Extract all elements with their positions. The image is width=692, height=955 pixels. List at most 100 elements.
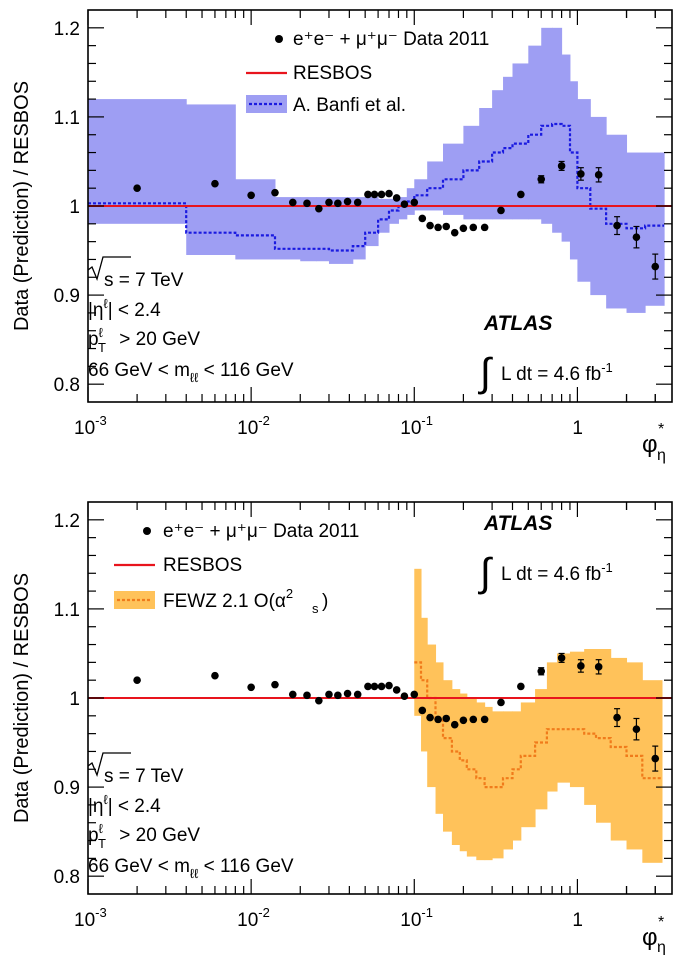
data-point	[392, 686, 401, 694]
band-bin	[520, 702, 536, 828]
data-point	[480, 715, 489, 724]
fewz-uncertainty-band	[414, 568, 663, 863]
data-points	[133, 160, 660, 280]
band-bin	[512, 711, 522, 841]
banfi-central-line	[88, 122, 665, 252]
x-tick-label: 10-1	[400, 413, 433, 439]
atlas-label: ATLAS	[483, 512, 552, 535]
sqrt-s-label: s = 7 TeV	[87, 256, 184, 291]
band-bin	[398, 197, 408, 220]
data-point	[377, 190, 386, 199]
data-point	[334, 199, 342, 208]
data-point	[400, 692, 409, 701]
data-point	[133, 676, 141, 684]
data-point	[364, 190, 372, 199]
y-tick-label: 1	[69, 197, 80, 218]
x-tick-label: 1	[572, 418, 583, 439]
band-bin	[503, 76, 513, 220]
band-bin	[503, 711, 513, 850]
bottom-legend: e⁺e⁻ + μ⁺μ⁻ Data 2011 RESBOS FEWZ 2.1 O(…	[114, 521, 359, 616]
band-bin	[476, 702, 486, 861]
y-tick-label: 1.2	[54, 19, 80, 40]
legend-data-label: e⁺e⁻ + μ⁺μ⁻ Data 2011	[163, 521, 359, 542]
y-axis-title: Data (Prediction) / RESBOS	[11, 81, 33, 331]
data-point	[392, 194, 401, 202]
data-point	[517, 682, 525, 691]
band-bin	[427, 161, 444, 211]
band-bin	[443, 143, 464, 215]
band-bin	[365, 197, 379, 247]
pt-cut-label: pℓ T > 20 GeV	[88, 325, 200, 355]
data-point	[271, 188, 279, 197]
top-legend: e⁺e⁻ + μ⁺μ⁻ Data 2011 RESBOS A. Banfi et…	[246, 29, 489, 116]
data-point	[557, 162, 566, 170]
data-point	[497, 698, 505, 707]
x-tick-label: 10-3	[74, 413, 107, 439]
band-bin	[610, 657, 628, 841]
data-point	[370, 682, 379, 691]
data-point	[271, 680, 279, 689]
pt-cut-label: pℓ T > 20 GeV	[88, 821, 200, 851]
legend-resbos-label: RESBOS	[163, 555, 242, 576]
legend-data-marker	[143, 527, 151, 535]
legend-data-label: e⁺e⁻ + μ⁺μ⁻ Data 2011	[293, 29, 489, 50]
mass-window-label: 66 GeV < mℓℓ < 116 GeV	[88, 360, 294, 385]
band-bin	[341, 197, 354, 264]
legend-fewz-label: FEWZ 2.1 O(α2s)	[163, 586, 328, 616]
band-bin	[316, 197, 330, 262]
data-point	[426, 221, 434, 230]
integral-sign: ∫	[478, 351, 494, 395]
data-point	[497, 206, 505, 215]
data-point	[469, 223, 478, 232]
atlas-label: ATLAS	[483, 312, 552, 335]
data-points	[133, 652, 660, 772]
data-point	[303, 199, 311, 208]
data-point	[450, 720, 459, 729]
band-bin	[466, 698, 477, 857]
band-bin	[186, 104, 236, 255]
band-bin	[546, 662, 558, 792]
band-bin	[235, 179, 276, 260]
data-point	[211, 179, 219, 188]
band-bin	[443, 680, 453, 832]
band-bin	[484, 706, 493, 861]
luminosity-label: L dt = 4.6 fb-1	[501, 560, 613, 585]
eta-cut-label: |ηℓ| < 2.4	[88, 792, 161, 817]
top-panel: 10-3 10-2 10-1 1 0.8 0.9 1 1.1 1.2 Data (Predicti…	[11, 9, 673, 464]
data-point	[434, 223, 442, 232]
band-bin	[479, 108, 493, 220]
data-point	[442, 714, 451, 723]
central-step-line	[88, 122, 665, 252]
band-bin	[561, 54, 571, 242]
integral-sign: ∫	[478, 551, 494, 595]
mass-window-label: 66 GeV < mℓℓ < 116 GeV	[88, 856, 294, 881]
eta-cut-label: |ηℓ| < 2.4	[88, 296, 161, 321]
data-point	[613, 221, 621, 230]
data-point	[353, 198, 362, 207]
data-point	[247, 191, 255, 200]
band-bin	[463, 125, 480, 220]
data-point	[613, 713, 621, 722]
data-point	[577, 662, 585, 670]
data-point	[426, 713, 434, 722]
data-point	[385, 681, 393, 690]
data-point	[651, 754, 660, 763]
data-point	[343, 197, 352, 206]
luminosity-label: L dt = 4.6 fb-1	[501, 360, 613, 385]
data-point	[418, 706, 427, 715]
data-point	[400, 200, 409, 209]
band-bin	[577, 99, 591, 282]
band-bin	[626, 662, 643, 850]
data-point	[459, 224, 468, 233]
band-bin	[569, 81, 578, 260]
band-bin	[512, 63, 529, 220]
data-point	[410, 690, 419, 699]
y-tick-label: 0.9	[54, 286, 80, 307]
data-point	[385, 189, 393, 198]
data-point	[418, 214, 427, 223]
data-point	[632, 725, 641, 733]
band-bin	[569, 651, 585, 788]
y-tick-label: 1	[69, 689, 80, 710]
data-point	[370, 190, 379, 199]
svg-text:φ: φ	[642, 431, 658, 458]
